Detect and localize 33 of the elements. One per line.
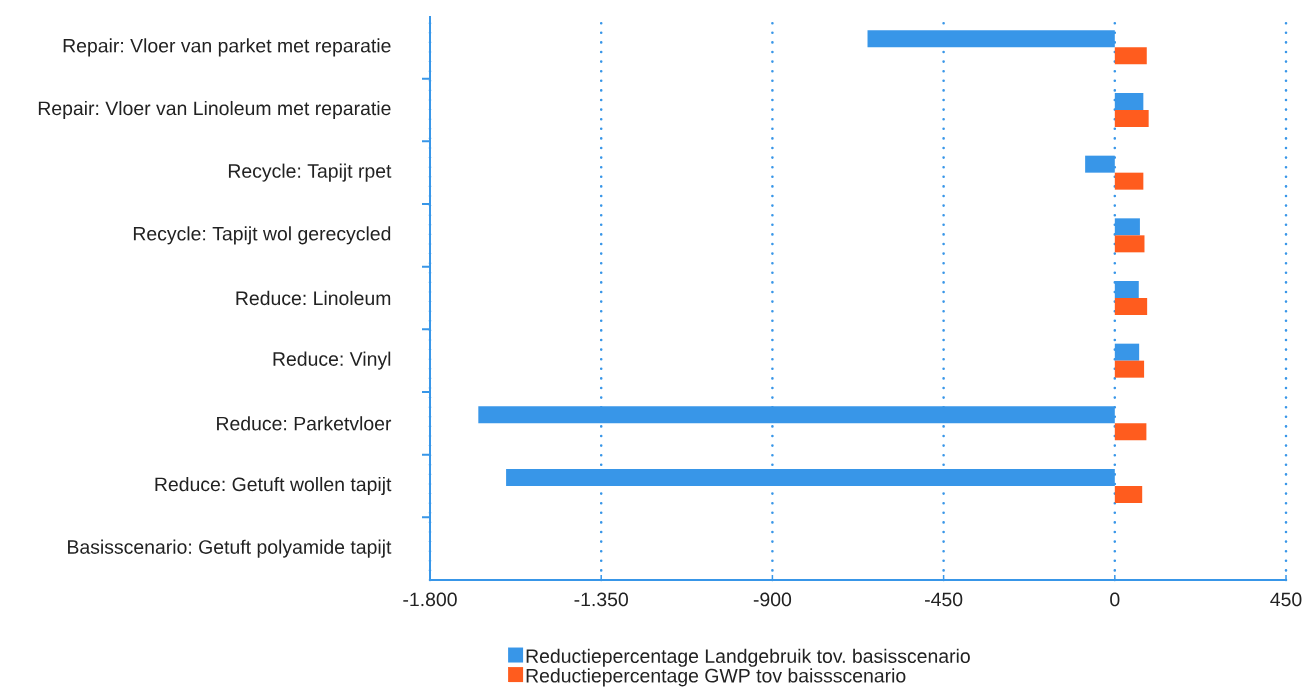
x-tick-label: 0: [1110, 592, 1120, 607]
bar: [506, 469, 1115, 486]
legend-label: Reductiepercentage GWP tov baissscenario: [526, 668, 906, 687]
x-tick-label: 450: [1270, 592, 1302, 607]
y-tick-label: Reduce: Getuft wollen tapijt: [155, 476, 392, 496]
y-tick-label: Repair: Vloer van parket met reparatie: [63, 38, 391, 57]
bar: [1114, 343, 1140, 361]
bar: [1114, 47, 1147, 65]
y-tick-label: Recycle: Tapijt rpet: [228, 163, 392, 182]
bar: [1114, 93, 1144, 110]
x-tick-label: -900: [753, 592, 792, 607]
y-tick-label: Reduce: Linoleum: [236, 290, 391, 306]
bar: [1114, 360, 1145, 378]
y-tick-label: Repair: Vloer van Linoleum met reparatie: [38, 100, 391, 120]
x-tick-label: -1.350: [574, 592, 628, 607]
legend-label: Reductiepercentage Landgebruik tov. basisscenario: [526, 648, 970, 667]
bar: [1085, 155, 1115, 173]
bar: [1114, 218, 1140, 236]
bar: [1114, 172, 1144, 190]
bar: [1114, 235, 1145, 253]
bar: [1114, 110, 1149, 127]
bar: [1114, 486, 1143, 503]
y-tick-label: Basisscenario: Getuft polyamide tapijt: [68, 539, 392, 558]
bar: [1114, 281, 1139, 298]
bar: [1114, 423, 1147, 441]
x-tick-label: -450: [925, 592, 963, 607]
y-tick-label: Recycle: Tapijt wol gerecycled: [133, 226, 391, 245]
x-tick-label: -1.800: [403, 592, 457, 607]
bar: [1114, 298, 1148, 315]
y-tick-label: Reduce: Vinyl: [273, 351, 391, 370]
bar: [478, 406, 1115, 424]
y-tick-label: Reduce: Parketvloer: [217, 416, 392, 431]
bar: [867, 30, 1115, 48]
